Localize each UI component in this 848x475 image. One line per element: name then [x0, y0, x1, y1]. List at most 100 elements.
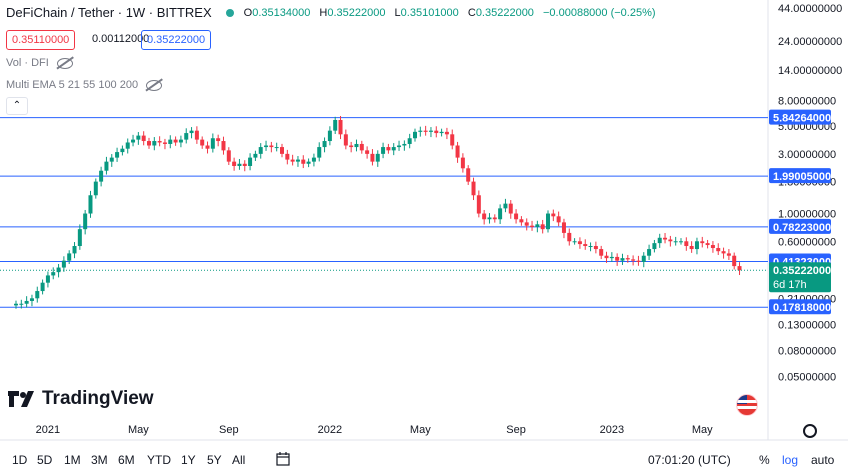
candle-body — [535, 224, 540, 228]
candle-body — [625, 258, 630, 260]
high-value: 0.35222000 — [327, 6, 386, 19]
ohlc-readout: O0.35134000 H0.35222000 L0.35101000 C0.3… — [244, 7, 656, 19]
percent-toggle[interactable]: % — [759, 453, 770, 467]
range-3m[interactable]: 3M — [91, 453, 108, 467]
candle-body — [375, 153, 380, 162]
candle-body — [551, 213, 556, 217]
ema-indicator-label: Multi EMA 5 21 55 100 200 — [6, 79, 139, 91]
change-value: −0.00088000 (−0.25%) — [543, 6, 656, 19]
candle-body — [620, 258, 625, 261]
candle-body — [732, 255, 737, 267]
candle-body — [689, 246, 694, 250]
candle-body — [423, 130, 428, 132]
candle-body — [514, 213, 519, 220]
range-1d[interactable]: 1D — [12, 453, 28, 467]
gear-icon[interactable] — [803, 424, 817, 438]
candle-body — [444, 131, 449, 135]
candle-body — [365, 150, 370, 154]
candle-body — [274, 147, 279, 149]
candle-body — [487, 217, 492, 220]
candle-body — [237, 163, 242, 166]
candle-body — [147, 141, 151, 146]
candle-body — [136, 135, 141, 140]
candle-body — [583, 244, 588, 247]
candle-body — [200, 139, 205, 146]
x-tick-label: Sep — [219, 424, 239, 436]
candle-body — [120, 148, 125, 153]
candle-body — [131, 139, 136, 143]
x-tick-label: May — [410, 424, 431, 436]
candle-body — [561, 222, 566, 233]
high-label: H — [319, 6, 328, 19]
candle-body — [19, 303, 24, 305]
level-price-label: 5.84264000 — [773, 113, 831, 125]
us-flag-icon[interactable] — [736, 394, 758, 416]
candle-body — [157, 141, 162, 143]
candle-body — [652, 243, 657, 250]
auto-toggle[interactable]: auto — [811, 453, 835, 467]
candle-body — [413, 131, 417, 139]
candle-body — [450, 134, 455, 146]
candle-body — [168, 139, 173, 144]
level-price-tag — [769, 218, 831, 234]
eye-off-icon[interactable] — [56, 57, 73, 69]
candle-body — [402, 143, 407, 146]
candle-countdown-label: 6d 17h — [773, 279, 807, 291]
candle-body — [460, 157, 465, 169]
range-5d[interactable]: 5D — [37, 453, 53, 467]
eye-off-icon[interactable] — [146, 79, 163, 91]
brand-name: TradingView — [42, 388, 154, 409]
chart-header: DeFiChain / Tether · 1W · BITTREX O0.351… — [6, 5, 656, 20]
volume-indicator[interactable]: Vol · DFI — [6, 57, 73, 69]
bid-button[interactable]: 0.35110000 — [6, 30, 76, 50]
candle-body — [567, 232, 572, 242]
candle-body — [631, 259, 636, 261]
symbol-title[interactable]: DeFiChain / Tether · 1W · BITTREX — [6, 5, 212, 20]
collapse-legend-button[interactable]: ⌃ — [6, 97, 28, 115]
ema-indicator[interactable]: Multi EMA 5 21 55 100 200 — [6, 79, 163, 91]
y-tick-label: 0.05000000 — [778, 371, 836, 383]
candle-body — [45, 275, 50, 283]
candle-body — [221, 141, 226, 151]
candle-body — [189, 130, 194, 134]
spread-value: 0.00112000 — [92, 33, 150, 45]
clock-time[interactable]: 07:01:20 (UTC) — [648, 453, 731, 467]
x-tick-label: 2022 — [318, 424, 342, 436]
candle-body — [88, 195, 93, 214]
open-label: O — [243, 6, 253, 19]
candle-body — [482, 213, 487, 220]
ask-button[interactable]: 0.35222000 — [141, 30, 212, 50]
range-6m[interactable]: 6M — [118, 453, 135, 467]
range-ytd[interactable]: YTD — [147, 453, 171, 467]
candle-body — [428, 130, 433, 132]
candle-body — [710, 245, 715, 249]
candle-body — [418, 130, 423, 132]
candle-body — [232, 161, 237, 166]
close-label: C — [467, 6, 476, 19]
bottom-toolbar: 1D 5D 1M 3M 6M YTD 1Y 5Y All 07:01:20 (U… — [0, 447, 848, 475]
candle-body — [609, 256, 614, 259]
range-1m[interactable]: 1M — [64, 453, 81, 467]
date-range-icon[interactable] — [276, 452, 290, 469]
candle-body — [354, 143, 359, 148]
range-5y[interactable]: 5Y — [207, 453, 222, 467]
candle-body — [327, 130, 332, 142]
log-toggle[interactable]: log — [782, 453, 799, 467]
candle-body — [498, 208, 503, 220]
candle-body — [184, 133, 189, 140]
candle-body — [391, 147, 396, 151]
range-all[interactable]: All — [232, 453, 246, 467]
candle-body — [647, 249, 652, 256]
candle-body — [269, 145, 274, 148]
current-price-tag — [769, 262, 831, 293]
candle-body — [285, 153, 290, 160]
candle-body — [492, 217, 497, 220]
candle-body — [301, 159, 306, 164]
candle-body — [663, 237, 668, 240]
y-tick-label: 0.13000000 — [778, 319, 836, 331]
candle-body — [295, 159, 300, 162]
candle-body — [599, 249, 604, 256]
candle-body — [343, 134, 348, 146]
range-1y[interactable]: 1Y — [181, 453, 196, 467]
